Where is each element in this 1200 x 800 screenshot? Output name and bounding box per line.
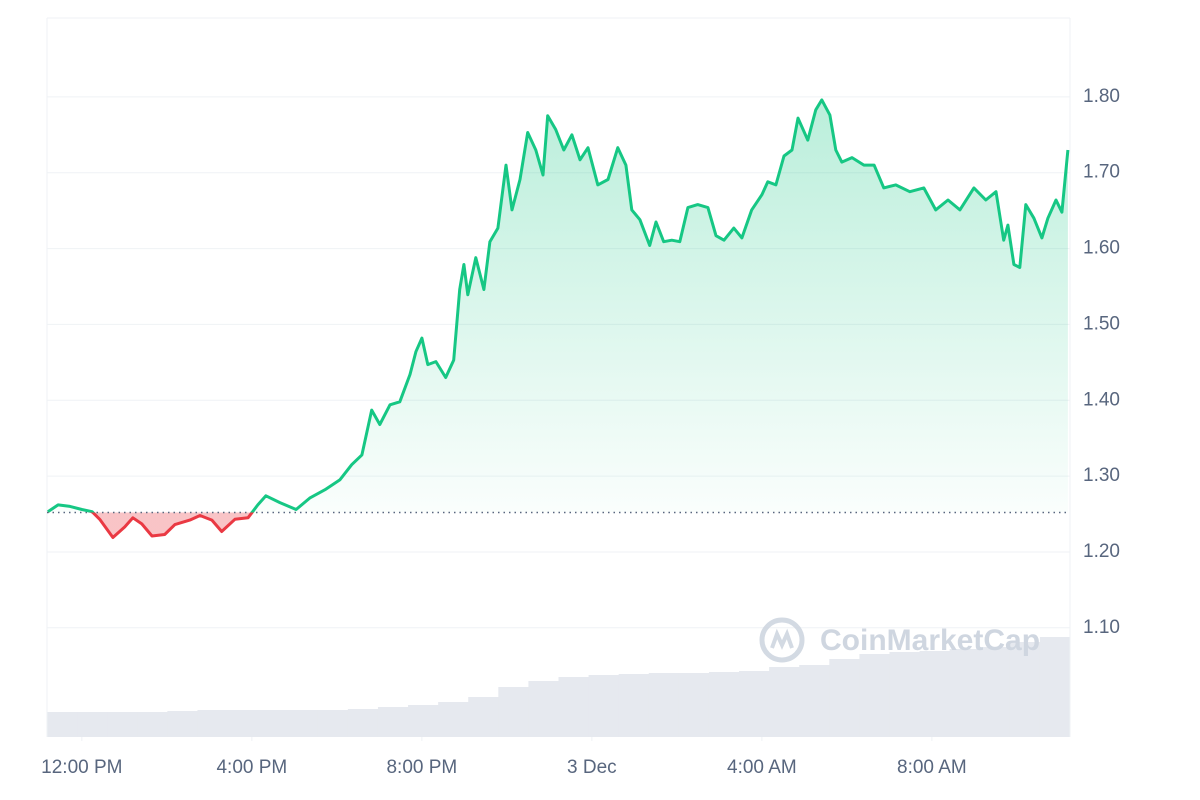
volume-bar [799,665,830,737]
volume-bar [408,705,439,737]
y-tick-label: 1.20 [1083,541,1120,562]
volume-bar [257,710,289,737]
volume-bar [558,677,590,737]
volume-bar [1009,642,1041,737]
x-tick-label: 4:00 PM [216,757,287,778]
volume-bar [618,674,650,737]
volume-bar [77,712,108,737]
volume-bar [588,675,620,737]
x-tick-label: 8:00 PM [386,757,457,778]
volume-bar [889,652,921,737]
volume-bar [438,702,469,737]
watermark: CoinMarketCap [820,624,1040,657]
x-tick-label: 3 Dec [567,757,617,778]
volume-bar [287,710,319,737]
volume-bar [107,712,138,737]
volume-bar [498,687,529,737]
volume-bar [197,710,229,737]
volume-layer [47,637,1071,737]
volume-bar [648,673,680,737]
volume-bar [859,654,890,737]
volume-bar [979,647,1011,737]
volume-bar [47,712,78,737]
volume-bar [708,672,740,737]
volume-bar [167,711,198,737]
y-tick-label: 1.30 [1083,465,1120,486]
x-tick-label: 4:00 AM [727,757,797,778]
volume-bar [347,709,379,737]
volume-bar [468,697,499,737]
volume-bar [739,671,770,737]
x-tick-label: 12:00 PM [41,757,122,778]
x-tick-label: 8:00 AM [897,757,967,778]
volume-bar [919,651,951,737]
y-tick-label: 1.60 [1083,238,1120,259]
y-tick-label: 1.50 [1083,313,1120,334]
y-tick-label: 1.70 [1083,162,1120,183]
watermark-logo [759,617,805,663]
volume-bar [317,710,349,737]
y-tick-label: 1.40 [1083,389,1120,410]
volume-bar [829,659,860,737]
volume-bar [1039,637,1071,737]
volume-bar [227,710,259,737]
y-tick-label: 1.80 [1083,86,1120,107]
y-tick-label: 1.10 [1083,617,1120,638]
volume-bar [137,712,168,737]
volume-bar [949,649,981,737]
volume-bar [678,673,710,737]
volume-bar [769,667,800,737]
volume-bar [528,681,559,737]
volume-bar [377,707,409,737]
price-line [47,98,1070,539]
price-area [47,99,1068,538]
